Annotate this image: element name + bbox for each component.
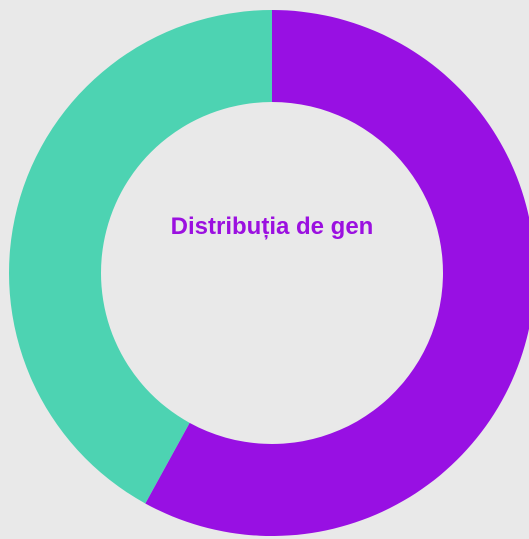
chart-title: Distribuția de gen (170, 213, 374, 240)
donut-segment (8, 10, 272, 504)
donut-segment (145, 10, 529, 536)
